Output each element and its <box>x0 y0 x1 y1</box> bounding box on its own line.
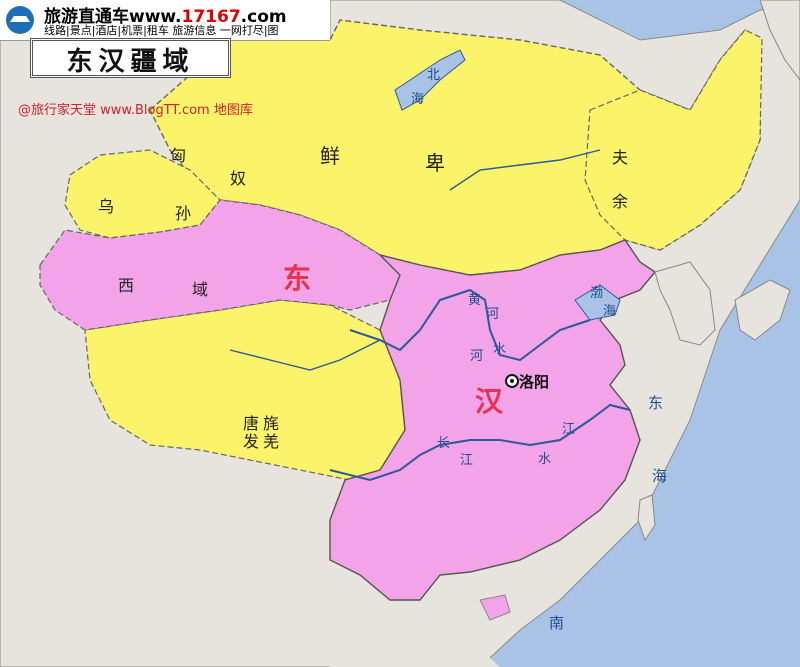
land-japan-1 <box>734 279 791 341</box>
region-eastern-han <box>329 239 657 601</box>
map-title: 东汉疆域 <box>66 47 195 77</box>
label-xianbei-1: 鲜 <box>320 144 340 168</box>
label-bohai-2: 海 <box>603 304 617 319</box>
site-banner: 旅游直通车www.17167.com 线路|景点|酒店|机票|租车 旅游信息 一… <box>0 0 330 41</box>
river-huanghe <box>349 288 591 362</box>
region-wusun <box>64 149 221 239</box>
label-qiang-3: 发 <box>243 432 260 451</box>
label-nanhai: 南 <box>549 614 565 632</box>
label-xiongnu-1: 匈 <box>170 146 187 165</box>
label-xiyu-2: 域 <box>192 280 209 299</box>
banner-text: 旅游直通车www. <box>44 7 182 27</box>
watermark-text: @旅行家天堂 www.BlogTT.com 地图库 <box>18 103 253 118</box>
label-changjiang-1: 长 <box>437 436 451 451</box>
label-beihai-1: 北 <box>427 68 441 83</box>
sea-bohai <box>574 284 621 321</box>
label-hewater-1: 河 <box>470 349 484 364</box>
banner-tail: .com <box>240 7 287 27</box>
land-japan-2 <box>759 0 800 81</box>
label-qiang-4: 羌 <box>263 432 280 451</box>
river-north <box>449 149 601 191</box>
label-hewater-2: 水 <box>493 342 507 357</box>
label-fuyu-2: 余 <box>612 192 629 211</box>
label-donghai-1: 东 <box>648 394 664 412</box>
banner-headline: 旅游直通车www.17167.com <box>44 2 287 27</box>
label-fuyu-1: 夫 <box>612 148 629 167</box>
label-beihai-2: 海 <box>411 92 425 107</box>
label-xiongnu-2: 奴 <box>230 169 247 188</box>
label-jiangshui-2: 水 <box>538 452 552 467</box>
label-bohai-1: 渤 <box>590 286 604 301</box>
map-title-box: 东汉疆域 <box>30 38 231 78</box>
label-han-1: 东 <box>283 262 312 295</box>
label-wusun-2: 孙 <box>175 204 192 223</box>
lake-beihai <box>394 49 466 111</box>
luoyang-marker-icon <box>505 374 519 388</box>
label-huanghe-1: 黄 <box>468 293 482 308</box>
banner-number: 17167 <box>181 7 241 27</box>
region-fuyu <box>584 29 763 251</box>
label-wusun-1: 乌 <box>98 197 115 216</box>
label-donghai-2: 海 <box>652 467 668 485</box>
river-changjiang <box>329 403 631 482</box>
label-han-2: 汉 <box>475 385 504 418</box>
label-qiang-2: 旄 <box>263 414 280 433</box>
river-west <box>229 339 381 371</box>
label-changjiang-2: 江 <box>460 453 474 468</box>
banner-subline: 线路|景点|酒店|机票|租车 旅游信息 一网打尽|图 <box>44 24 279 37</box>
label-jiangshui-1: 江 <box>562 422 576 437</box>
site-logo-icon <box>6 6 34 34</box>
label-qiang-1: 唐 <box>243 414 260 433</box>
land-south <box>320 560 500 667</box>
land-hainan <box>479 594 511 621</box>
label-huanghe-2: 河 <box>486 307 500 322</box>
label-luoyang: 洛阳 <box>519 373 550 391</box>
label-xiyu-1: 西 <box>118 276 135 295</box>
land-taiwan <box>637 494 656 542</box>
land-korea <box>654 261 716 346</box>
region-xiyu <box>39 199 401 331</box>
label-xianbei-2: 卑 <box>425 151 445 175</box>
